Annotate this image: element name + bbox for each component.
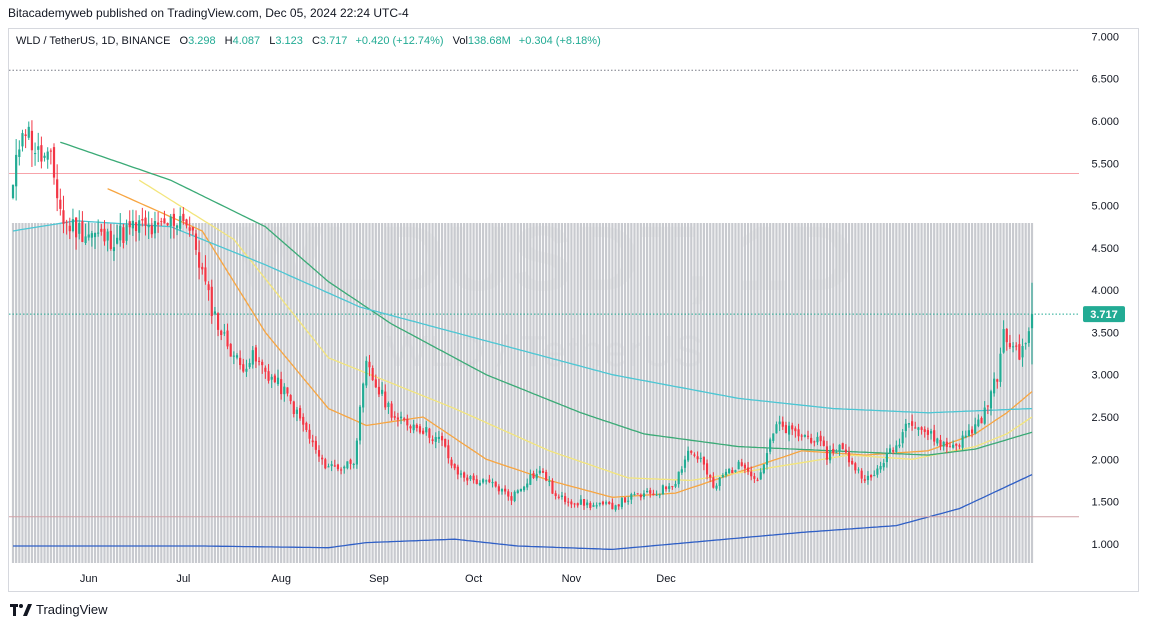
chart-frame [8, 28, 1139, 592]
open-label: O [179, 35, 189, 47]
high-label: H [224, 35, 233, 47]
footer: TradingView [10, 602, 108, 617]
low-value: 3.123 [275, 35, 303, 47]
attribution-text: Bitacademyweb published on TradingView.c… [8, 6, 409, 20]
volume-value: 138.68M [467, 35, 511, 47]
close-label: C [311, 35, 320, 47]
change-value: +0.420 (+12.74%) [355, 35, 444, 47]
low-label: L [269, 35, 276, 47]
tradingview-logo-icon [10, 603, 32, 616]
volume-label: Vol [452, 35, 468, 47]
symbol-label[interactable]: WLD / TetherUS, 1D, BINANCE [16, 35, 171, 47]
ohlc-legend: WLD / TetherUS, 1D, BINANCE O3.298 H4.08… [16, 35, 601, 47]
open-value: 3.298 [188, 35, 216, 47]
high-value: 4.087 [232, 35, 261, 47]
close-value: 3.717 [319, 35, 348, 47]
volume-change-value: +0.304 (+8.18%) [518, 35, 601, 47]
footer-brand: TradingView [36, 602, 108, 617]
